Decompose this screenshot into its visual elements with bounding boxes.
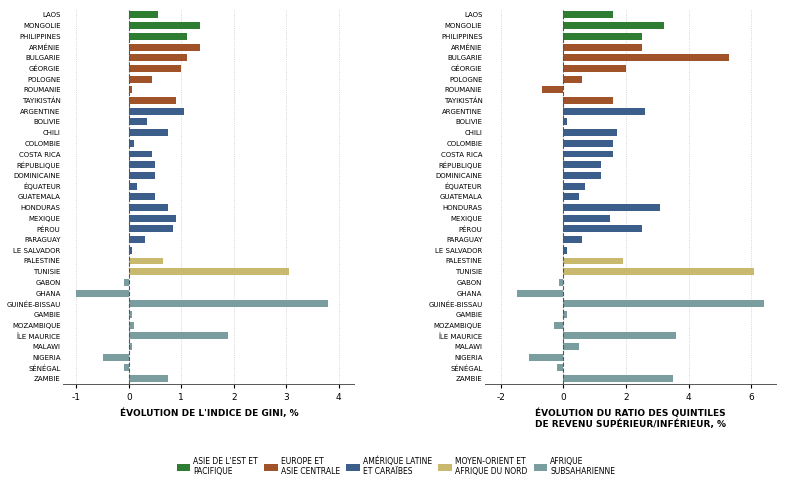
Bar bbox=[129, 343, 131, 350]
Bar bbox=[516, 289, 563, 297]
Bar bbox=[129, 12, 158, 18]
Bar bbox=[542, 86, 563, 93]
Bar bbox=[563, 311, 566, 318]
Bar bbox=[563, 76, 582, 83]
Bar bbox=[124, 279, 129, 286]
Bar bbox=[77, 289, 129, 297]
Bar bbox=[563, 182, 585, 190]
Bar bbox=[563, 375, 673, 382]
Bar bbox=[563, 12, 614, 18]
Bar bbox=[563, 193, 579, 200]
Bar bbox=[558, 279, 563, 286]
Bar bbox=[563, 300, 763, 307]
Bar bbox=[563, 161, 601, 168]
Bar bbox=[129, 311, 131, 318]
Bar bbox=[563, 22, 664, 29]
Bar bbox=[129, 268, 289, 275]
Bar bbox=[124, 364, 129, 372]
Bar bbox=[129, 44, 200, 50]
Bar bbox=[129, 97, 176, 104]
Bar bbox=[129, 54, 187, 61]
Bar bbox=[129, 108, 184, 115]
Bar bbox=[563, 151, 614, 157]
X-axis label: ÉVOLUTION DE L'INDICE DE GINI, %: ÉVOLUTION DE L'INDICE DE GINI, % bbox=[120, 409, 298, 419]
Bar bbox=[129, 140, 134, 147]
Bar bbox=[563, 65, 626, 72]
Bar bbox=[129, 322, 134, 329]
Bar bbox=[529, 354, 563, 361]
Bar bbox=[563, 236, 582, 243]
Bar bbox=[129, 375, 168, 382]
Bar bbox=[129, 300, 328, 307]
Bar bbox=[563, 54, 729, 61]
Bar bbox=[129, 257, 163, 264]
Legend: ASIE DE L'EST ET
PACIFIQUE, EUROPE ET
ASIE CENTRALE, AMÉRIQUE LATINE
ET CARAÏBES: ASIE DE L'EST ET PACIFIQUE, EUROPE ET AS… bbox=[177, 456, 615, 476]
Bar bbox=[129, 86, 131, 93]
X-axis label: ÉVOLUTION DU RATIO DES QUINTILES
DE REVENU SUPÉRIEUR/INFÉRIEUR, %: ÉVOLUTION DU RATIO DES QUINTILES DE REVE… bbox=[535, 409, 726, 430]
Bar bbox=[129, 332, 228, 339]
Bar bbox=[563, 257, 623, 264]
Bar bbox=[563, 172, 601, 179]
Bar bbox=[129, 236, 145, 243]
Bar bbox=[563, 140, 614, 147]
Bar bbox=[563, 332, 676, 339]
Bar bbox=[129, 182, 137, 190]
Bar bbox=[103, 354, 129, 361]
Bar bbox=[563, 44, 642, 50]
Bar bbox=[563, 226, 642, 232]
Bar bbox=[563, 97, 614, 104]
Bar bbox=[129, 193, 155, 200]
Bar bbox=[129, 151, 153, 157]
Bar bbox=[129, 76, 153, 83]
Bar bbox=[563, 268, 754, 275]
Bar bbox=[563, 33, 642, 40]
Bar bbox=[129, 119, 147, 125]
Bar bbox=[563, 215, 611, 222]
Bar bbox=[129, 129, 168, 136]
Bar bbox=[129, 204, 168, 211]
Bar bbox=[563, 247, 566, 254]
Bar bbox=[129, 172, 155, 179]
Bar bbox=[129, 22, 200, 29]
Bar bbox=[563, 129, 617, 136]
Bar bbox=[129, 215, 176, 222]
Bar bbox=[129, 247, 131, 254]
Bar bbox=[129, 226, 173, 232]
Bar bbox=[563, 343, 579, 350]
Bar bbox=[129, 65, 181, 72]
Bar bbox=[563, 119, 566, 125]
Bar bbox=[129, 33, 187, 40]
Bar bbox=[563, 108, 645, 115]
Bar bbox=[558, 364, 563, 372]
Bar bbox=[554, 322, 563, 329]
Bar bbox=[563, 204, 661, 211]
Bar bbox=[129, 161, 155, 168]
